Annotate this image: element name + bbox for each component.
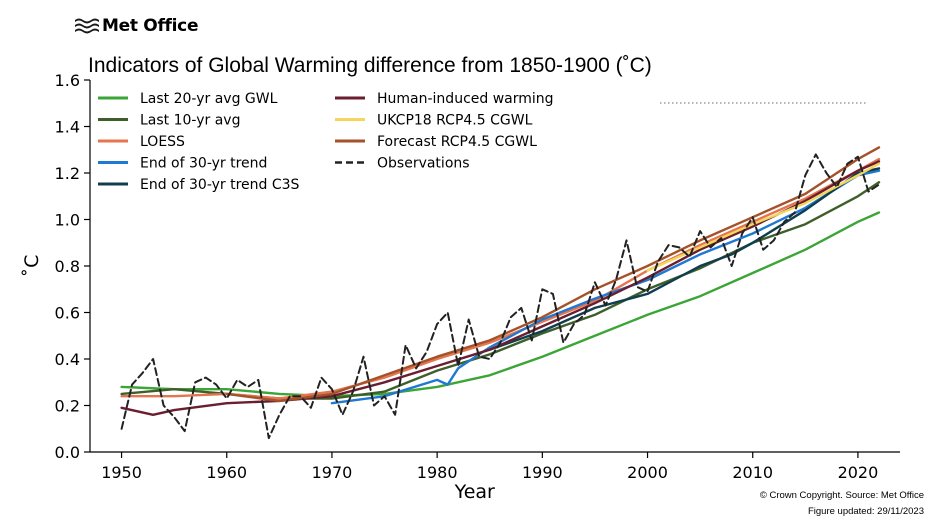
chart-title: Indicators of Global Warming difference …: [88, 54, 652, 77]
series-line-loess: [120, 157, 881, 400]
legend-label-last-10-yr-avg: Last 10-yr avg: [140, 113, 240, 129]
legend-label-end-of-30-yr-trend-c3s: End of 30-yr trend C3S: [140, 177, 300, 193]
series-line-observations: [120, 153, 880, 440]
y-tick-label: 1.4: [55, 118, 80, 137]
series-line-human-induced-warming: [120, 160, 881, 416]
y-tick-label: 1.6: [55, 71, 80, 90]
figure-updated-date: Figure updated: 29/11/2023: [807, 506, 924, 517]
met-office-logo: Met Office: [73, 16, 198, 36]
x-tick-label: 1990: [522, 463, 563, 482]
legend-label-human-induced-warming: Human-induced warming: [377, 91, 554, 107]
x-tick-label: 2000: [627, 463, 668, 482]
x-tick-label: 2010: [732, 463, 773, 482]
x-tick-label: 1970: [312, 463, 353, 482]
legend-label-end-of-30-yr-trend: End of 30-yr trend: [140, 156, 267, 172]
y-tick-label: 1.0: [55, 211, 80, 230]
copyright-credit: © Crown Copyright. Source: Met Office: [759, 490, 924, 501]
y-tick-label: 1.2: [55, 164, 80, 183]
series-layer: [120, 146, 881, 440]
brand-name: Met Office: [102, 16, 199, 36]
axes-layer: 1950 1960 1970 1980 1990 2000 2010 2020 0.0 0.2 0.…: [21, 71, 900, 503]
series-line-last-10-yr-avg: [120, 181, 881, 400]
legend-label-observations: Observations: [377, 156, 470, 172]
y-tick-label: 0.4: [55, 350, 80, 369]
x-tick-label: 1950: [101, 463, 142, 482]
series-line-last-20-yr-avg-gwl: [120, 211, 881, 398]
met-office-wave-icon: [75, 18, 99, 34]
x-tick-label: 2020: [838, 463, 879, 482]
series-line-end-of-30-yr-trend-c3s: [488, 167, 881, 351]
x-axis-label: Year: [454, 481, 495, 503]
legend-label-loess: LOESS: [140, 134, 185, 150]
legend-label-last-20-yr-avg-gwl: Last 20-yr avg GWL: [140, 91, 278, 107]
x-tick-label: 1960: [206, 463, 247, 482]
legend-label-forecast-rcp4-5-cgwl: Forecast RCP4.5 CGWL: [377, 134, 537, 150]
series-line-end-of-30-yr-trend: [330, 169, 881, 405]
y-tick-label: 0.0: [55, 443, 80, 462]
series-line-forecast-rcp4-5-cgwl: [225, 146, 881, 403]
x-tick-label: 1980: [417, 463, 458, 482]
y-tick-label: 0.6: [55, 304, 80, 323]
legend-layer: Last 20-yr avg GWL Last 10-yr avg LOESS End…: [98, 91, 554, 193]
y-tick-label: 0.2: [55, 397, 80, 416]
y-axis-label: ˚C: [21, 255, 43, 278]
y-tick-label: 0.8: [55, 257, 80, 276]
legend-label-ukcp18-rcp4-5-cgwl: UKCP18 RCP4.5 CGWL: [377, 113, 533, 129]
